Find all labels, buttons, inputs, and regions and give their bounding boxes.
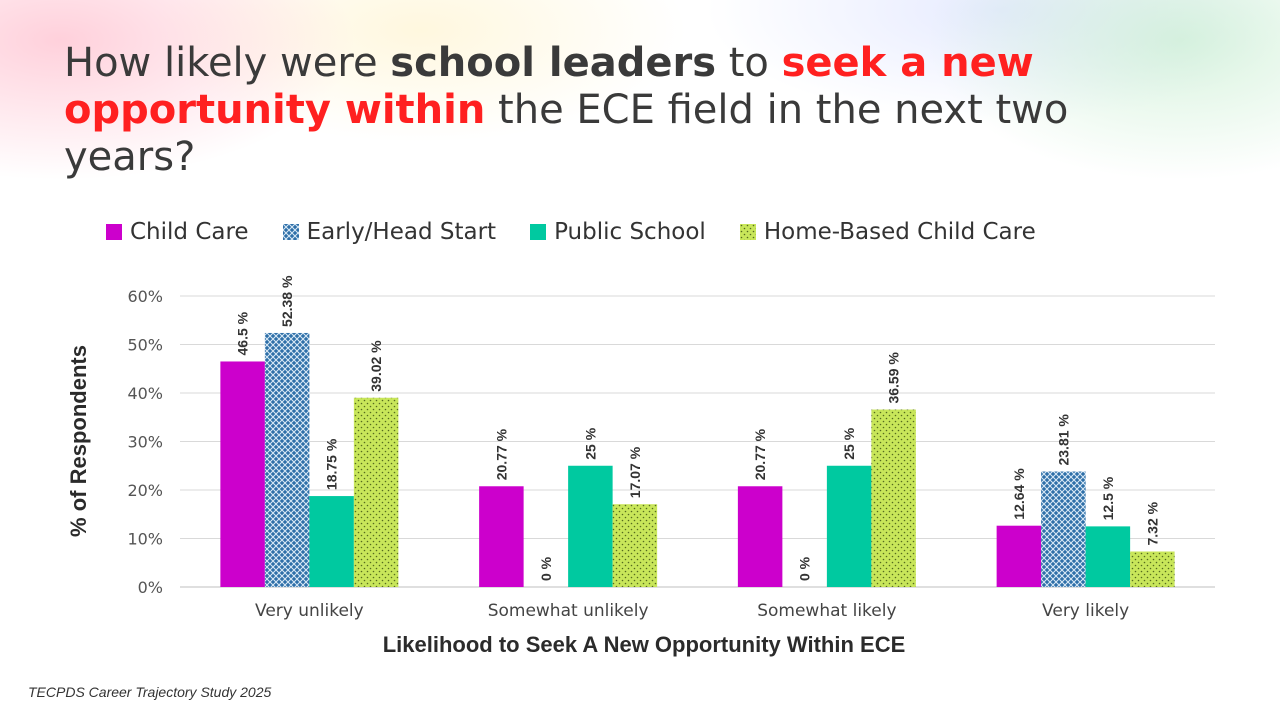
bar-child-care [220, 361, 265, 587]
title-part-1: How likely were [64, 40, 391, 86]
data-label-public-school: 18.75 % [324, 438, 340, 490]
data-label-child-care: 20.77 % [493, 428, 509, 480]
legend-label-early-head-start: Early/Head Start [306, 219, 497, 245]
bars [220, 332, 1175, 587]
data-label-home-based: 36.59 % [886, 352, 902, 404]
bar-home-based [1130, 551, 1175, 587]
y-tick-label: 60% [127, 287, 163, 306]
bar-child-care [479, 486, 524, 587]
data-label-home-based: 39.02 % [368, 340, 384, 392]
x-tick-label: Somewhat unlikely [488, 601, 649, 621]
legend-label-child-care: Child Care [130, 219, 249, 245]
bar-public-school [826, 465, 872, 587]
y-tick-label: 50% [127, 336, 163, 355]
data-label-home-based: 17.07 % [627, 446, 643, 498]
y-axis-ticks: 0% 10% 20% 30% 40% 50% 60% [127, 287, 163, 597]
bar-home-based [612, 504, 658, 587]
y-tick-label: 30% [127, 433, 163, 452]
x-axis-ticks: Very unlikely Somewhat unlikely Somewhat l… [255, 601, 1129, 621]
y-tick-label: 0% [138, 578, 163, 597]
data-label-early-head-start: 0 % [797, 556, 813, 581]
data-label-early-head-start: 52.38 % [279, 275, 295, 327]
bar-home-based [353, 397, 399, 587]
y-tick-label: 20% [127, 481, 163, 500]
legend-item-child-care: Child Care [106, 219, 249, 245]
bar-public-school [1085, 526, 1131, 587]
title-part-3: to [716, 40, 782, 86]
legend-label-home-based: Home-Based Child Care [763, 219, 1036, 245]
data-label-public-school: 25 % [841, 427, 857, 459]
data-label-early-head-start: 0 % [538, 556, 554, 581]
bar-public-school [568, 465, 613, 587]
x-axis-label: Likelihood to Seek A New Opportunity Wit… [383, 632, 906, 657]
y-tick-label: 40% [127, 384, 163, 403]
data-label-home-based: 7.32 % [1144, 501, 1160, 545]
x-tick-label: Very unlikely [255, 601, 364, 621]
chart-legend: Child Care Early/Head Start Public Schoo… [106, 216, 1036, 248]
data-label-child-care: 46.5 % [235, 311, 251, 355]
bar-early-head-start [264, 332, 310, 587]
legend-label-public-school: Public School [554, 219, 706, 245]
background-wash [0, 0, 1280, 240]
data-label-child-care: 12.64 % [1011, 468, 1027, 520]
data-label-public-school: 25 % [582, 427, 598, 459]
legend-item-early-head-start: Early/Head Start [282, 219, 497, 245]
data-label-early-head-start: 23.81 % [1055, 414, 1071, 466]
legend-item-public-school: Public School [530, 219, 706, 245]
bar-early-head-start [1041, 471, 1086, 587]
source-note: TECPDS Career Trajectory Study 2025 [28, 684, 272, 700]
legend-swatch-public-school [530, 224, 547, 240]
y-axis-label: % of Respondents [66, 345, 91, 537]
data-labels: 46.5 % 52.38 % 18.75 % 39.02 % 20.77 % 0 % 25 … [235, 275, 1161, 581]
x-tick-label: Very likely [1042, 601, 1129, 621]
bar-home-based [871, 409, 916, 587]
bar-child-care [996, 525, 1042, 587]
legend-swatch-home-based [739, 224, 756, 240]
slide-title: How likely were school leaders to seek a… [64, 40, 1194, 181]
title-part-2: school leaders [390, 40, 717, 86]
legend-item-home-based: Home-Based Child Care [739, 219, 1036, 245]
title-part-5: the ECE field in the next two years? [64, 87, 1069, 180]
y-tick-label: 10% [127, 530, 163, 549]
data-label-child-care: 20.77 % [752, 428, 768, 480]
legend-swatch-early-head-start [282, 224, 299, 240]
bar-public-school [309, 496, 354, 587]
data-label-public-school: 12.5 % [1100, 476, 1116, 520]
legend-swatch-child-care [106, 224, 122, 240]
x-tick-label: Somewhat likely [757, 601, 896, 621]
title-part-4: seek a new opportunity within [64, 40, 1034, 133]
bar-child-care [737, 486, 783, 587]
